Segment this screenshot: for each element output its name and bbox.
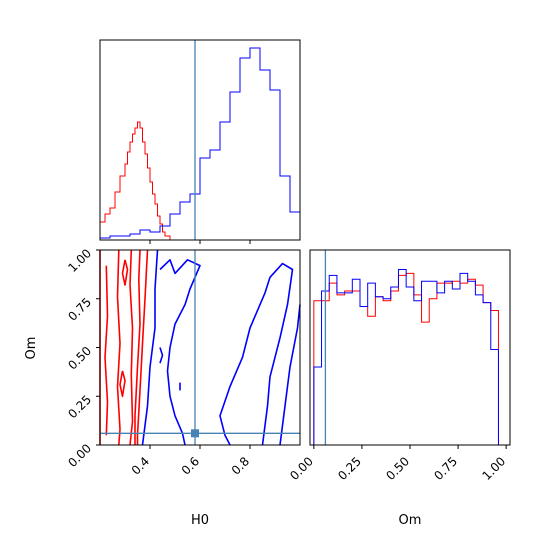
om-marginal-panel: 0.00 0.25 0.50 0.75 1.00 Om	[287, 249, 511, 528]
contour-line-red	[136, 249, 149, 445]
x-axis-label-om: Om	[399, 513, 422, 528]
om-x-tick-label: 0.75	[431, 454, 460, 483]
om-marginal-frame	[309, 249, 511, 446]
h0-marginal-marks	[100, 40, 300, 241]
contour-line-blue	[159, 258, 201, 446]
h0-histogram-red	[100, 121, 175, 241]
om-x-tick-label: 0.25	[335, 454, 364, 483]
joint-y-tick-label: 0.00	[65, 441, 94, 470]
contour-line-red	[119, 370, 126, 398]
joint-x-tick-label: 0.6	[179, 454, 202, 477]
om-x-tick-label: 0.50	[383, 454, 412, 483]
joint-y-tick-label: 1.00	[65, 246, 94, 275]
contour-line-red	[134, 249, 141, 445]
joint-y-tick-label: 0.50	[65, 344, 94, 373]
om-histogram-red	[313, 272, 507, 446]
joint-contour-panel: 0.4 0.6 0.8 0.00 0.25 0.50 0.75 1.00 H0 Om	[24, 246, 301, 528]
contour-line-blue	[159, 347, 164, 364]
joint-y-tick-label: 0.25	[65, 392, 94, 421]
contour-line-blue	[279, 304, 301, 446]
joint-contour-marks	[99, 249, 301, 446]
om-x-tick-label: 0.00	[287, 454, 316, 483]
joint-y-tick-label: 0.75	[65, 295, 94, 324]
y-axis-label-om: Om	[24, 337, 39, 360]
om-histogram-blue	[313, 269, 507, 446]
contour-line-red	[121, 259, 129, 286]
joint-contour-ticks: 0.4 0.6 0.8 0.00 0.25 0.50 0.75 1.00	[65, 246, 252, 477]
contour-line-red	[116, 249, 121, 446]
contour-line-red	[129, 249, 134, 446]
om-x-tick-label: 1.00	[479, 454, 508, 483]
contour-line-blue	[141, 249, 159, 446]
contour-line-red	[104, 265, 109, 436]
h0-marginal-ticks	[149, 240, 251, 244]
joint-x-tick-label: 0.4	[129, 454, 152, 477]
truth-point-marker	[191, 429, 199, 438]
h0-marginal-panel	[99, 39, 301, 244]
om-marginal-marks	[313, 250, 507, 446]
joint-x-tick-label: 0.8	[229, 454, 252, 477]
h0-histogram-blue	[100, 47, 300, 239]
x-axis-label-h0: H0	[191, 513, 209, 528]
om-marginal-ticks: 0.00 0.25 0.50 0.75 1.00	[287, 445, 508, 483]
contour-line-blue	[219, 262, 294, 446]
